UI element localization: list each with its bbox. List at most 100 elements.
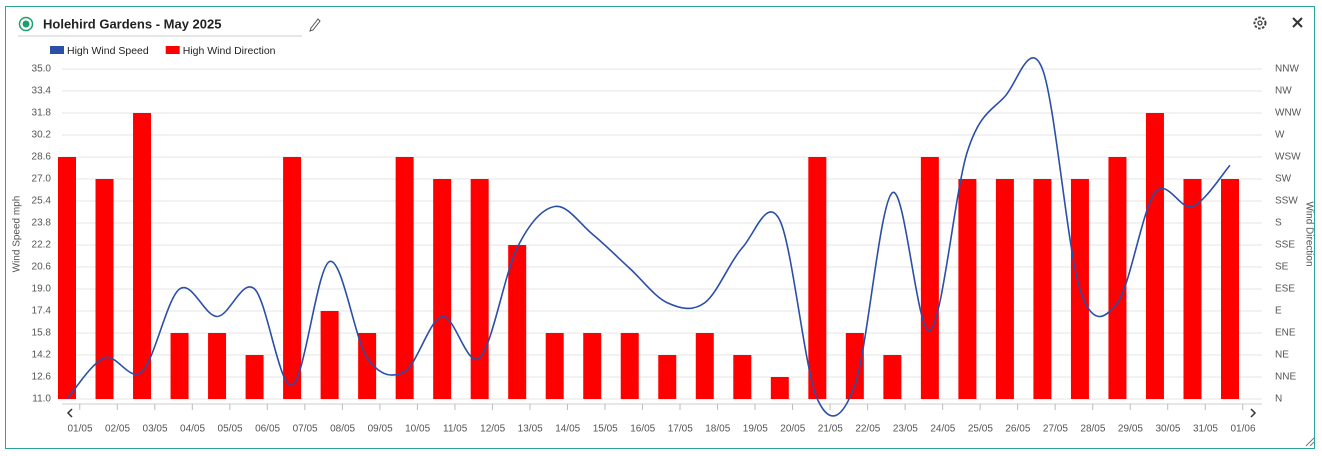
legend-swatch (165, 46, 180, 54)
x-tick-label: 17/05 (668, 424, 693, 435)
bar (245, 355, 264, 399)
y2-tick-label: NE (1275, 350, 1289, 361)
y-tick-label: 33.4 (32, 86, 52, 97)
x-tick-label: 28/05 (1080, 424, 1105, 435)
bar (170, 333, 189, 399)
bar (1183, 179, 1202, 399)
resize-handle[interactable] (1305, 437, 1315, 447)
header: Holehird Gardens - May 2025 (18, 16, 1315, 447)
bar (1221, 179, 1239, 399)
bar (58, 157, 76, 399)
bar (920, 157, 939, 399)
bar (208, 333, 227, 399)
x-tick-label: 02/05 (105, 424, 130, 435)
bar (395, 157, 414, 399)
y-tick-label: 30.2 (32, 130, 52, 141)
y-tick-label: 14.2 (32, 350, 52, 361)
bar (658, 355, 677, 399)
x-tick-label: 16/05 (630, 424, 655, 435)
y-tick-label: 27.0 (32, 174, 52, 185)
x-tick-label: 01/05 (67, 424, 92, 435)
y-tick-label: 19.0 (32, 284, 52, 295)
scroll-right[interactable] (1250, 408, 1257, 418)
x-tick-label: 19/05 (743, 424, 768, 435)
x-tick-label: 31/05 (1193, 424, 1218, 435)
y-tick-label: 17.4 (32, 306, 52, 317)
bar (95, 179, 114, 399)
x-tick-label: 26/05 (1005, 424, 1030, 435)
x-tick-label: 25/05 (968, 424, 993, 435)
x-tick-label: 13/05 (518, 424, 543, 435)
bar (283, 157, 302, 399)
x-tick-label: 01/06 (1230, 424, 1255, 435)
y-tick-label: 22.2 (32, 240, 52, 251)
bar (808, 157, 827, 399)
chart-title: Holehird Gardens - May 2025 (43, 16, 221, 31)
bar (1145, 113, 1164, 399)
y2-tick-label: E (1275, 306, 1282, 317)
x-tick-label: 27/05 (1043, 424, 1068, 435)
bar (845, 333, 864, 399)
x-tick-label: 05/05 (218, 424, 243, 435)
x-tick-label: 15/05 (593, 424, 618, 435)
y-tick-label: 35.0 (32, 64, 52, 75)
bar (133, 113, 152, 399)
legend-label: High Wind Speed (67, 45, 149, 57)
x-tick-label: 07/05 (293, 424, 318, 435)
y-tick-label: 12.6 (32, 372, 52, 383)
y-tick-label: 23.8 (32, 218, 52, 229)
y-tick-label: 20.6 (32, 262, 52, 273)
x-tick-label: 22/05 (855, 424, 880, 435)
y2-tick-label: WNW (1275, 108, 1302, 119)
x-tick-label: 06/05 (255, 424, 280, 435)
y-tick-label: 15.8 (32, 328, 52, 339)
x-tick-label: 21/05 (818, 424, 843, 435)
bar (883, 355, 902, 399)
x-tick-label: 30/05 (1155, 424, 1180, 435)
bar (470, 179, 489, 399)
y2-tick-label: WSW (1275, 152, 1301, 163)
x-tick-label: 20/05 (780, 424, 805, 435)
bar (583, 333, 602, 399)
legend-label: High Wind Direction (183, 45, 276, 57)
y-tick-label: 25.4 (32, 196, 52, 207)
x-tick-label: 04/05 (180, 424, 205, 435)
bar (620, 333, 639, 399)
bar (320, 311, 339, 399)
y2-tick-label: NW (1275, 86, 1292, 97)
y2-tick-label: ESE (1275, 284, 1295, 295)
bar (1033, 179, 1052, 399)
x-tick-label: 12/05 (480, 424, 505, 435)
x-tick-label: 24/05 (930, 424, 955, 435)
x-tick-label: 18/05 (705, 424, 730, 435)
settings-icon[interactable] (1253, 16, 1267, 30)
x-tick-label: 03/05 (143, 424, 168, 435)
x-tick-label: 08/05 (330, 424, 355, 435)
y2-tick-label: N (1275, 394, 1282, 405)
x-tick-label: 29/05 (1118, 424, 1143, 435)
edit-icon[interactable] (309, 18, 321, 32)
y-tick-label: 11.0 (32, 394, 51, 405)
x-tick-label: 14/05 (555, 424, 580, 435)
y-axis-title: Wind Speed mph (12, 196, 23, 273)
y2-tick-label: SSW (1275, 196, 1298, 207)
bar (958, 179, 977, 399)
bar (433, 179, 452, 399)
y2-tick-label: W (1275, 130, 1285, 141)
bar (695, 333, 714, 399)
status-dot (22, 20, 30, 28)
y2-tick-label: SW (1275, 174, 1292, 185)
bar (1108, 157, 1127, 399)
y2-axis-title: Wind Direction (1303, 201, 1314, 266)
bar (733, 355, 752, 399)
line (66, 57, 1231, 417)
y2-tick-label: NNW (1275, 64, 1299, 75)
y2-tick-label: SE (1275, 262, 1289, 273)
scroll-left[interactable] (66, 408, 73, 418)
legend-swatch (50, 46, 64, 54)
close-icon[interactable] (1292, 17, 1303, 28)
y2-tick-label: NNE (1275, 372, 1296, 383)
y-tick-label: 28.6 (32, 152, 52, 163)
